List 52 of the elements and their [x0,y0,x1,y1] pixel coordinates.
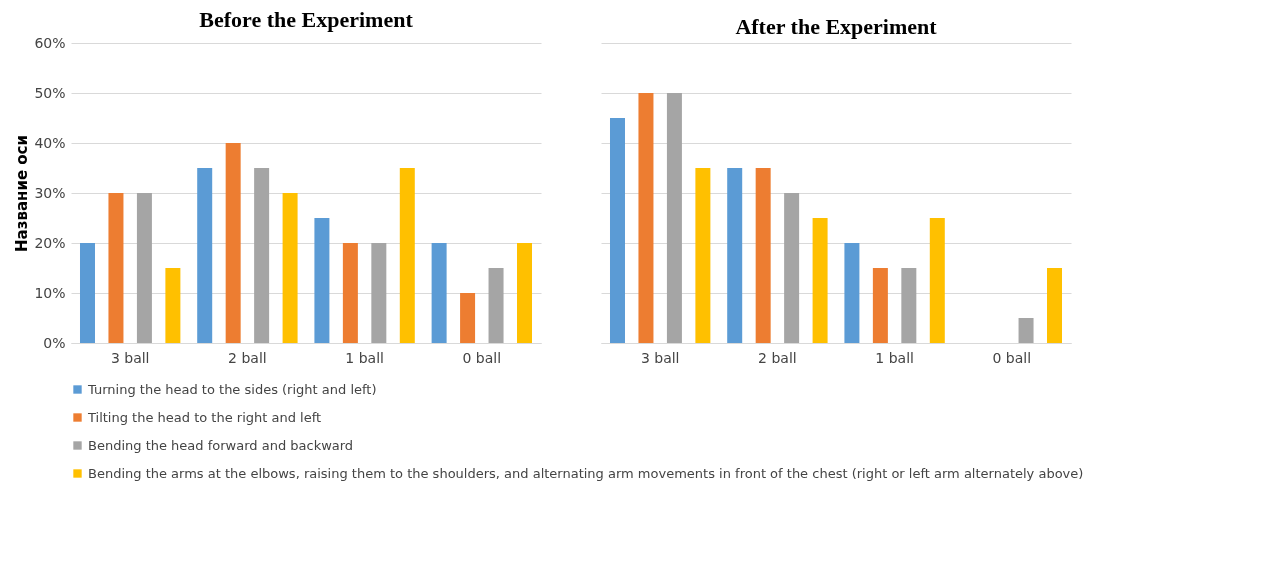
chart-title: After the Experiment [735,14,938,39]
bar [79,243,95,343]
bar [225,143,241,343]
bar [136,193,152,343]
bar [197,168,213,343]
bar [695,168,711,343]
bar [727,168,743,343]
bar [371,243,387,343]
bar [1047,268,1063,343]
bar [638,93,654,343]
x-tick-label: 3 ball [640,349,680,366]
legend-label: Bending the head forward and backward [88,437,354,453]
legend-label: Turning the head to the sides (right and left) [87,381,377,397]
bar [108,193,124,343]
legend-label: Bending the arms at the elbows, raising them to the shoulders, and alternating arm movements in front of the chest (right or left arm alternately above) [88,465,1084,481]
bar [666,93,682,343]
bar [282,193,298,343]
y-tick-label: 50% [34,84,66,101]
x-tick-label: 0 ball [462,349,502,366]
bar [399,168,415,343]
chart-title: Before the Experiment [199,7,414,32]
y-tick-label: 0% [43,334,66,351]
bar [1018,318,1034,343]
bar [431,243,447,343]
y-tick-label: 30% [34,184,66,201]
bar [844,243,860,343]
bar [872,268,888,343]
bar [929,218,945,343]
legend-label: Tilting the head to the right and left [87,409,322,425]
y-tick-label: 60% [34,34,66,51]
bar [755,168,771,343]
x-tick-label: 1 ball [875,349,914,366]
bar [460,293,476,343]
bar [314,218,330,343]
bar [901,268,917,343]
y-tick-label: 10% [34,284,66,301]
y-tick-label: 20% [34,234,66,251]
x-tick-label: 1 ball [345,349,384,366]
x-tick-label: 0 ball [992,349,1032,366]
y-axis-title: Название оси [13,135,32,252]
y-tick-label: 40% [34,134,66,151]
bar [784,193,800,343]
x-tick-label: 3 ball [110,349,150,366]
x-tick-label: 2 ball [228,349,267,366]
bar [609,118,625,343]
bar [254,168,270,343]
bar [165,268,181,343]
bar [517,243,533,343]
bar [488,268,504,343]
bar [342,243,358,343]
x-tick-label: 2 ball [758,349,797,366]
bar [812,218,828,343]
